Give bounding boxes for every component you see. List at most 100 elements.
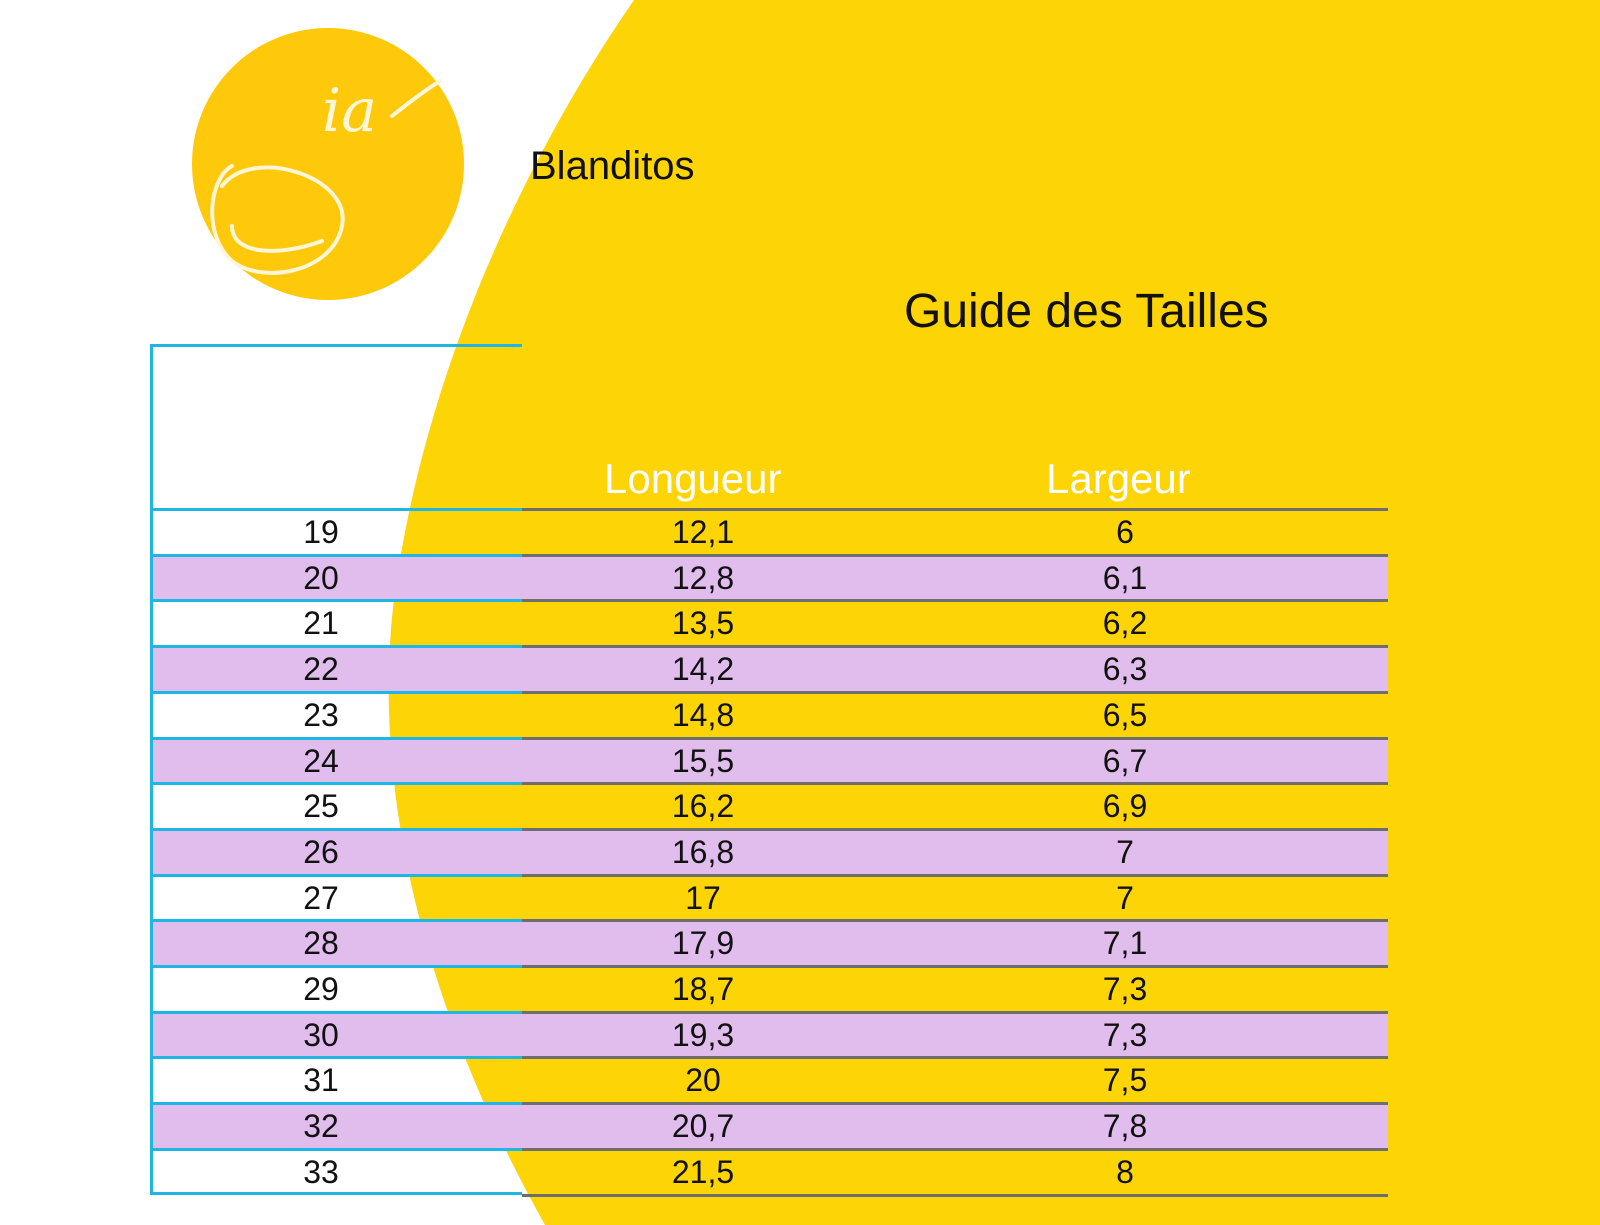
table-row: 26 16,8 7 <box>153 827 1388 874</box>
row-right-segment <box>522 782 1388 828</box>
row-right-segment <box>522 1147 1388 1194</box>
cell-largeur: 6,9 <box>1102 788 1148 825</box>
column-header-taille: Taille <box>270 456 370 500</box>
row-right-segment <box>522 690 1388 737</box>
row-right-segment <box>522 827 1388 874</box>
cell-longueur: 14,2 <box>671 651 735 688</box>
row-left-segment <box>153 1056 522 1102</box>
table-row: 31 20 7,5 <box>153 1056 1388 1102</box>
logo-script-loop <box>210 164 345 275</box>
row-left-segment <box>153 1010 522 1057</box>
table-row: 22 14,2 6,3 <box>153 645 1388 691</box>
column-header-longueur: Longueur <box>604 455 782 502</box>
cell-largeur: 6,7 <box>1102 742 1148 779</box>
row-left-segment <box>153 553 522 600</box>
row-left-segment <box>153 827 522 874</box>
cell-taille: 32 <box>303 1108 339 1145</box>
cell-largeur: 6,5 <box>1102 696 1148 733</box>
row-left-segment <box>153 599 522 645</box>
taille-column-frame <box>150 344 522 1194</box>
cell-largeur: 6 <box>1116 514 1134 550</box>
row-right-segment <box>522 508 1388 554</box>
table-row: 20 12,8 6,1 <box>153 553 1388 600</box>
cell-longueur: 20,7 <box>671 1108 735 1145</box>
table-row: 27 17 7 <box>153 873 1388 920</box>
cell-largeur: 8 <box>1116 1153 1134 1190</box>
table-row: 24 15,5 6,7 <box>153 736 1388 783</box>
cell-longueur: 17,9 <box>671 925 735 962</box>
cell-taille: 30 <box>303 1016 339 1053</box>
table-row: 33 21,5 8 <box>153 1147 1388 1194</box>
cell-largeur: 6,1 <box>1102 559 1148 596</box>
row-right-segment <box>522 553 1388 600</box>
row-left-segment <box>153 1102 522 1148</box>
row-right-segment <box>522 1010 1388 1057</box>
cell-taille: 29 <box>303 971 339 1007</box>
row-left-segment <box>153 645 522 691</box>
cell-longueur: 14,8 <box>671 696 735 733</box>
row-right-segment <box>522 1102 1388 1148</box>
cell-largeur: 6,2 <box>1102 605 1148 642</box>
cell-taille: 21 <box>303 605 339 642</box>
brand-logo: ia <box>192 28 464 300</box>
row-right-segment <box>522 919 1388 965</box>
row-left-segment <box>153 782 522 828</box>
table-row: 28 17,9 7,1 <box>153 919 1388 965</box>
cell-taille: 26 <box>303 833 339 870</box>
row-left-segment <box>153 965 522 1011</box>
cell-longueur: 16,2 <box>671 788 735 825</box>
logo-circle <box>192 28 464 300</box>
cell-taille: 22 <box>303 651 339 688</box>
cell-longueur: 13,5 <box>671 605 735 642</box>
cell-longueur: 15,5 <box>671 742 735 779</box>
cell-largeur: 7,1 <box>1102 925 1148 962</box>
table-row: 32 20,7 7,8 <box>153 1102 1388 1148</box>
row-left-segment <box>153 873 522 920</box>
cell-largeur: 7 <box>1116 833 1134 870</box>
row-right-segment <box>522 873 1388 920</box>
cell-taille: 19 <box>303 514 339 550</box>
cell-longueur: 19,3 <box>671 1016 735 1053</box>
table-bottom-border-left <box>150 1192 522 1195</box>
cell-largeur: 7 <box>1116 879 1134 916</box>
yellow-arc-shape <box>388 0 1600 1225</box>
cell-taille: 33 <box>303 1153 339 1190</box>
cell-longueur: 20 <box>685 1062 721 1099</box>
cell-longueur: 16,8 <box>671 833 735 870</box>
cell-largeur: 6,3 <box>1102 651 1148 688</box>
row-right-segment <box>522 965 1388 1011</box>
cell-longueur: 12,1 <box>671 514 735 550</box>
table-row: 19 12,1 6 <box>153 508 1388 554</box>
cell-taille: 24 <box>303 742 339 779</box>
brand-name: Blanditos <box>530 144 695 188</box>
cell-largeur: 7,5 <box>1102 1062 1148 1099</box>
table-row: 25 16,2 6,9 <box>153 782 1388 828</box>
row-left-segment <box>153 1147 522 1194</box>
row-left-segment <box>153 508 522 554</box>
cell-longueur: 18,7 <box>671 971 735 1007</box>
logo-script-text: ia <box>322 76 377 146</box>
cell-largeur: 7,8 <box>1102 1108 1148 1145</box>
cell-longueur: 17 <box>685 879 721 916</box>
row-left-segment <box>153 690 522 737</box>
cell-taille: 25 <box>303 788 339 825</box>
cell-longueur: 12,8 <box>671 559 735 596</box>
row-right-segment <box>522 1056 1388 1102</box>
logo-script-flourish <box>390 79 442 118</box>
row-left-segment <box>153 919 522 965</box>
table-row: 21 13,5 6,2 <box>153 599 1388 645</box>
table-row: 29 18,7 7,3 <box>153 965 1388 1011</box>
cell-taille: 23 <box>303 696 339 733</box>
cell-largeur: 7,3 <box>1102 1016 1148 1053</box>
row-right-segment <box>522 736 1388 783</box>
cell-taille: 28 <box>303 925 339 962</box>
cell-taille: 31 <box>303 1062 339 1099</box>
table-bottom-border-right <box>522 1194 1388 1197</box>
table-row: 30 19,3 7,3 <box>153 1010 1388 1057</box>
page-title: Guide des Tailles <box>904 285 1269 338</box>
cell-largeur: 7,3 <box>1102 971 1148 1007</box>
cell-taille: 27 <box>303 879 339 916</box>
cell-longueur: 21,5 <box>671 1153 735 1190</box>
table-row: 23 14,8 6,5 <box>153 690 1388 737</box>
